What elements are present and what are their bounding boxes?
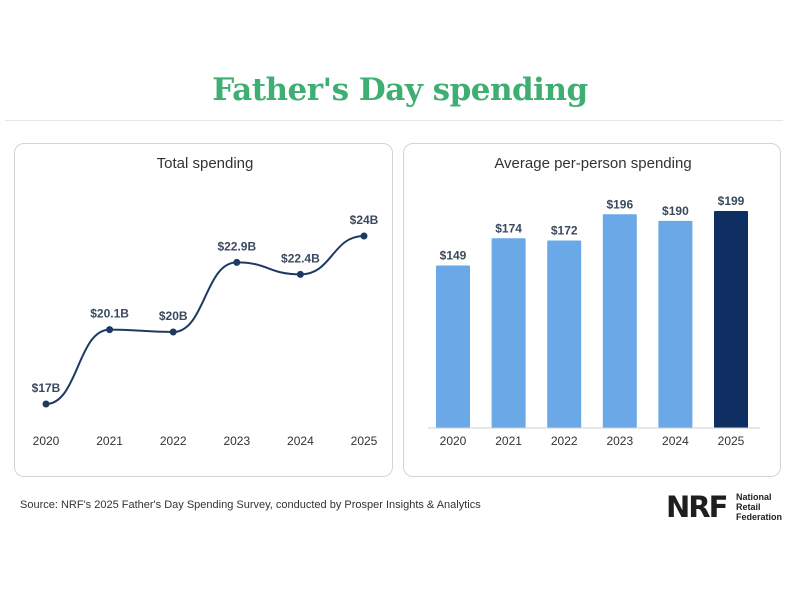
- data-label: $20.1B: [90, 307, 129, 321]
- x-tick-label: 2023: [606, 434, 633, 448]
- data-label: $196: [606, 197, 633, 211]
- bar: [658, 220, 693, 428]
- x-tick-label: 2022: [160, 434, 187, 448]
- bar: [547, 240, 582, 428]
- x-tick-label: 2023: [223, 434, 250, 448]
- bar: [491, 238, 526, 428]
- data-point: [296, 270, 304, 278]
- data-label: $174: [495, 221, 522, 235]
- x-tick-label: 2020: [440, 434, 467, 448]
- logo-mark: NRF: [666, 490, 728, 524]
- per-person-spending-panel: Average per-person spending $149 2020 $174 2…: [403, 143, 781, 477]
- logo-line-1: National: [736, 492, 772, 502]
- x-tick-label: 2022: [551, 434, 578, 448]
- x-tick-label: 2025: [718, 434, 745, 448]
- data-label: $17B: [32, 381, 61, 395]
- logo-line-3: Federation: [736, 512, 783, 522]
- data-label: $149: [440, 249, 467, 263]
- data-label: $172: [551, 223, 578, 237]
- chart-title: Average per-person spending: [494, 155, 691, 172]
- series-line: [45, 235, 365, 405]
- per-person-spending-chart: Average per-person spending $149 2020 $174 2…: [428, 155, 760, 448]
- logo-text: National Retail Federation: [736, 492, 782, 522]
- x-tick-label: 2025: [351, 434, 378, 448]
- x-tick-label: 2021: [495, 434, 522, 448]
- data-label: $22.9B: [217, 239, 256, 253]
- data-point: [106, 326, 114, 334]
- total-spending-panel: Total spending $17B 2020 $20.1B 2021 $20B 2022…: [14, 143, 393, 477]
- data-label: $20B: [159, 309, 188, 323]
- data-label: $199: [718, 194, 745, 208]
- logo-line-2: Retail: [736, 502, 761, 512]
- page-title: Father's Day spending: [212, 72, 588, 108]
- title-divider: [5, 120, 783, 121]
- bar: [436, 265, 470, 428]
- chart-title: Total spending: [157, 155, 254, 172]
- data-label: $24B: [350, 213, 379, 227]
- data-point: [360, 232, 368, 240]
- source-note: Source: NRF's 2025 Father's Day Spending…: [20, 499, 481, 511]
- x-tick-label: 2024: [662, 434, 689, 448]
- x-tick-label: 2020: [33, 434, 60, 448]
- bar: [714, 211, 748, 428]
- data-point: [169, 328, 177, 336]
- x-tick-label: 2024: [287, 434, 314, 448]
- data-label: $190: [662, 204, 689, 218]
- data-point: [233, 258, 241, 266]
- nrf-logo: NRF National Retail Federation: [666, 490, 786, 526]
- data-label: $22.4B: [281, 251, 320, 265]
- total-spending-chart: Total spending $17B 2020 $20.1B 2021 $20B 2022…: [32, 155, 379, 448]
- x-tick-label: 2021: [96, 434, 123, 448]
- data-point: [42, 400, 50, 408]
- bar: [602, 214, 637, 428]
